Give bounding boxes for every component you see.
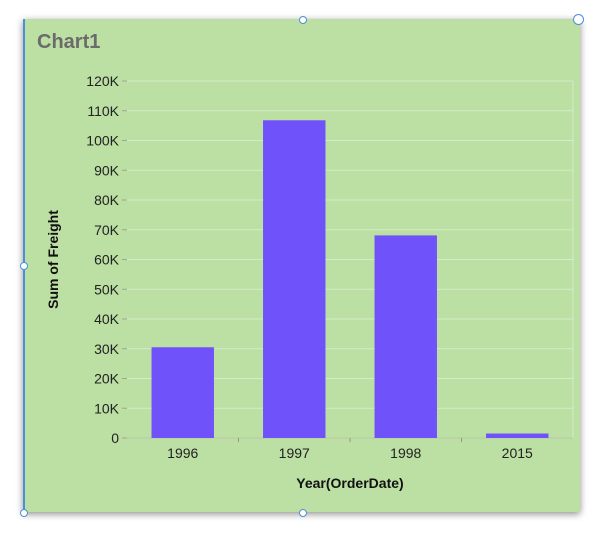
resize-handle-bottom[interactable]: [299, 509, 307, 517]
resize-handle-left[interactable]: [20, 262, 28, 270]
y-tick-label: 80K: [94, 192, 120, 208]
y-tick-label: 40K: [94, 311, 120, 327]
y-tick-label: 0: [111, 430, 119, 446]
chart-container[interactable]: Chart1 0 10K 20K 30K 40K 50K 60K 70K 80K 90K 100K 1…: [23, 19, 580, 512]
y-tick-label: 120K: [86, 73, 119, 89]
y-tick-label: 100K: [86, 133, 119, 149]
y-tick-label: 20K: [94, 371, 120, 387]
y-tick-label: 10K: [94, 400, 120, 416]
y-tick-label: 90K: [94, 162, 120, 178]
x-tick-label: 1997: [279, 445, 310, 461]
resize-handle-top[interactable]: [299, 16, 307, 24]
x-tick-label: 1998: [390, 445, 421, 461]
bar-1998: [374, 235, 437, 438]
y-tick-label: 60K: [94, 252, 120, 268]
x-axis-title: Year(OrderDate): [296, 475, 403, 491]
x-tick-label: 1996: [167, 445, 198, 461]
bar-1996: [151, 347, 214, 438]
y-axis-title: Sum of Freight: [45, 210, 61, 309]
bar-2015: [486, 433, 549, 438]
x-tick-label: 2015: [502, 445, 533, 461]
y-tick-label: 30K: [94, 341, 120, 357]
chart-title: Chart1: [37, 31, 101, 53]
y-tick-label: 70K: [94, 222, 120, 238]
resize-handle-top-right[interactable]: [573, 14, 584, 25]
y-tick-label: 110K: [87, 103, 119, 119]
resize-handle-bottom-left[interactable]: [20, 509, 28, 517]
bar-1997: [263, 120, 326, 439]
bar-chart: 0 10K 20K 30K 40K 50K 60K 70K 80K 90K 100K 110K 120K…: [45, 73, 574, 491]
y-tick-label: 50K: [94, 281, 120, 297]
